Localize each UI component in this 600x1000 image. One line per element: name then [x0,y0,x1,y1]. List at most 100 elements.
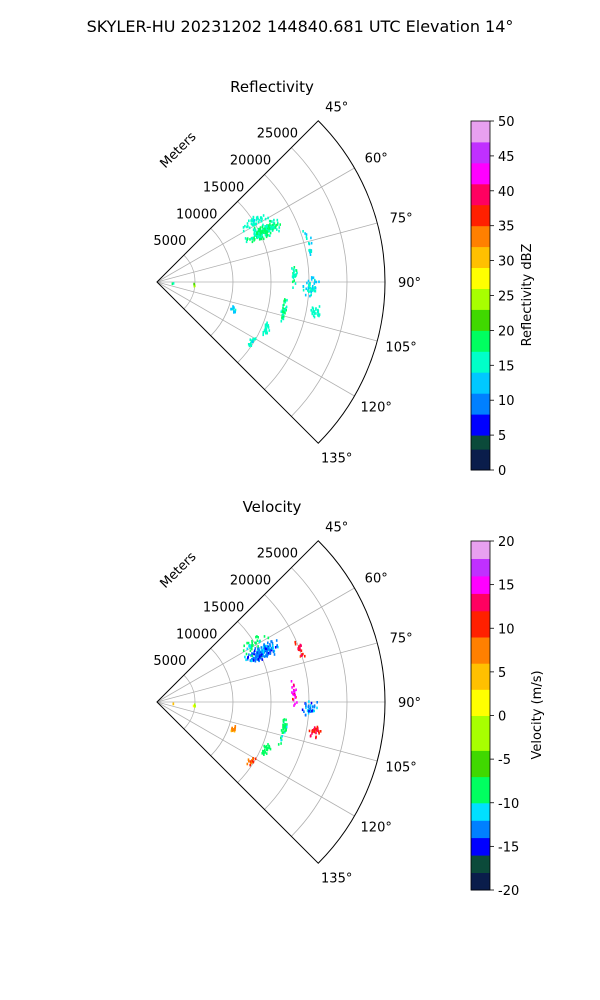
echo-gate [242,226,245,229]
echo-gate [286,723,288,726]
echo-gate [255,641,257,645]
echo-gate [242,229,245,233]
echo-gate [311,311,313,314]
echo-gate [267,636,270,640]
echo-gate [264,748,266,752]
angle-tick-label: 135° [321,452,352,467]
echo-gate [269,644,271,647]
colorbar-segment [471,162,490,185]
echo-gate [252,219,254,222]
colorbar-segment [471,872,490,891]
colorbar-tick-label: -15 [498,840,519,855]
echo-gate [247,641,250,645]
echo-gate [266,230,268,234]
echo-gate [194,284,196,287]
echo-gate [234,310,236,314]
echo-gate [314,278,316,282]
echo-gate [251,647,253,651]
echo-gate [247,225,249,228]
echo-gate [259,216,262,219]
echo-gate [281,735,283,738]
echo-gate [301,708,304,712]
echo-gate [299,646,301,649]
echo-gate [262,333,264,337]
echo-gate [264,231,266,234]
echo-gate [314,286,317,290]
grid-spoke [156,587,355,703]
echo-gate [282,317,285,321]
echo-gate [292,683,295,687]
echo-gate [269,231,272,235]
echo-gate [265,323,268,326]
echo-gate [256,232,258,235]
echo-gate [293,274,295,278]
echo-gate [268,746,271,749]
echo-gate [257,652,259,655]
echo-gate [314,289,317,293]
echo-gate [307,279,310,283]
echo-gate [294,702,296,706]
echo-gate [271,225,274,229]
echo-gate [279,223,281,226]
colorbar-segment [471,246,490,268]
echo-gate [263,753,265,756]
echo-gate [293,270,295,274]
echo-gate [246,237,249,240]
echo-gate [294,694,296,697]
echo-gate [307,287,310,290]
echo-gate [254,223,256,226]
velocity-radial-label: Meters [158,549,200,591]
echo-gate [309,286,312,290]
echo-gate [251,657,253,661]
echo-gate [244,224,246,228]
echo-gate [251,223,254,227]
angle-tick-label: 135° [321,872,352,887]
echo-gate [250,340,253,343]
echo-gate [304,713,307,717]
echo-gate [285,305,288,309]
echo-gate [308,242,310,245]
echo-gate [266,331,268,335]
colorbar-segment [471,183,490,206]
colorbar-tick-label: 15 [498,579,515,594]
echo-gate [264,326,267,330]
echo-gate [280,738,282,742]
echo-gate [264,323,267,327]
colorbar-segment [471,267,490,289]
echo-gate [306,237,308,240]
echo-gate [308,290,310,294]
echo-gate [258,238,261,241]
echo-gate [265,227,268,231]
colorbar-segment [471,414,490,436]
echo-gate [172,282,175,285]
echo-gate [259,650,262,654]
echo-gate [253,220,255,224]
echo-gate [306,281,308,285]
echo-gate [255,218,258,222]
echo-gate [246,658,249,661]
echo-gate [300,649,303,652]
echo-gate [259,654,261,657]
echo-gate [319,730,322,733]
echo-gate [251,639,253,643]
echo-gate [267,641,269,645]
echo-gate [258,228,260,231]
echo-gate [260,653,263,657]
echo-gate [260,235,263,239]
echo-gate [317,727,319,730]
echo-gate [244,655,246,659]
echo-gate [267,647,270,651]
echo-gate [253,239,255,242]
echo-gate [265,654,267,658]
echo-gate [313,315,316,319]
velocity-panel: Velocity Meters 5000 10000 15000 20000 25000… [153,498,545,899]
echo-gate [284,300,287,304]
echo-gate [270,640,272,643]
echo-gate [284,725,286,728]
reflectivity-echoes [171,214,321,348]
echo-gate [256,639,259,642]
echo-gate [268,229,271,233]
echo-gate [272,650,275,654]
echo-gate [249,760,252,763]
echo-gate [313,705,316,709]
